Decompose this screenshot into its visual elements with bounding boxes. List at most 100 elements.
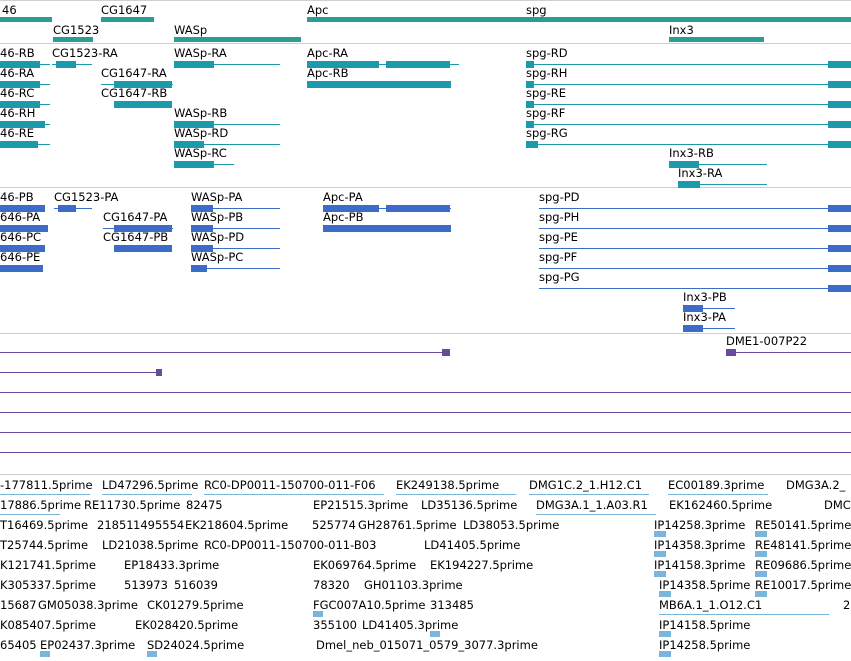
- transcript-label[interactable]: CG1647-RA: [101, 66, 167, 80]
- transcript-exon[interactable]: [174, 141, 204, 148]
- est-block[interactable]: [755, 531, 767, 537]
- est-label[interactable]: DMC: [824, 498, 851, 512]
- transcript-exon[interactable]: [174, 61, 214, 68]
- transcript-exon[interactable]: [174, 121, 214, 128]
- protein-exon[interactable]: [386, 205, 450, 212]
- protein-line[interactable]: [539, 288, 851, 289]
- est-label[interactable]: GH01103.3prime: [364, 578, 463, 592]
- transcript-exon[interactable]: [526, 101, 534, 108]
- transcript-label[interactable]: CG1523-RA: [52, 46, 118, 60]
- transcript-label[interactable]: Apc-RA: [307, 46, 349, 60]
- est-label[interactable]: SD24024.5prime: [147, 638, 245, 652]
- est-label[interactable]: IP14258.5prime: [659, 638, 751, 652]
- est-label[interactable]: 17886.5prime: [0, 498, 82, 512]
- protein-label[interactable]: 46-PB: [0, 190, 34, 204]
- gene-label[interactable]: Apc: [307, 3, 329, 17]
- est-block[interactable]: [654, 531, 666, 537]
- est-line[interactable]: [0, 494, 90, 495]
- est-label[interactable]: IP14258.3prime: [654, 518, 746, 532]
- est-label[interactable]: EK194227.5prime: [430, 558, 534, 572]
- gene-bar[interactable]: [669, 37, 764, 42]
- transcript-label[interactable]: spg-RG: [526, 126, 568, 140]
- est-label[interactable]: 525774: [312, 518, 356, 532]
- est-label[interactable]: 21851: [97, 518, 134, 532]
- est-label[interactable]: K085407.5prime: [0, 618, 96, 632]
- transcript-label[interactable]: 46-RH: [0, 106, 36, 120]
- protein-exon[interactable]: [683, 305, 703, 312]
- transcript-exon[interactable]: [669, 161, 699, 168]
- protein-label[interactable]: 646-PA: [0, 210, 41, 224]
- alignment-label[interactable]: DME1-007P22: [726, 334, 808, 348]
- alignment-line[interactable]: [0, 392, 851, 393]
- transcript-exon[interactable]: [828, 141, 851, 148]
- transcript-exon[interactable]: [307, 81, 451, 88]
- est-label[interactable]: 78320: [313, 578, 350, 592]
- protein-exon[interactable]: [828, 225, 851, 232]
- est-label[interactable]: IP14158.5prime: [659, 618, 751, 632]
- est-label[interactable]: RC0-DP0011-150700-011-B03: [204, 538, 377, 552]
- transcript-line[interactable]: [174, 64, 280, 65]
- protein-exon[interactable]: [828, 285, 851, 292]
- alignment-line[interactable]: [0, 352, 450, 353]
- est-label[interactable]: RE50141.5prime: [755, 518, 851, 532]
- est-label[interactable]: 355100: [313, 618, 357, 632]
- protein-exon[interactable]: [114, 245, 172, 252]
- est-label[interactable]: RE09686.5prime: [755, 558, 851, 572]
- protein-label[interactable]: WASp-PD: [191, 230, 245, 244]
- transcript-label[interactable]: 46-RA: [0, 66, 35, 80]
- protein-exon[interactable]: [828, 245, 851, 252]
- est-block[interactable]: [40, 651, 50, 657]
- protein-label[interactable]: Inx3-PB: [683, 290, 727, 304]
- transcript-exon[interactable]: [174, 161, 214, 168]
- transcript-line[interactable]: [307, 64, 459, 65]
- est-label[interactable]: T16469.5prime: [0, 518, 89, 532]
- est-label[interactable]: MB6A.1_1.O12.C1: [659, 598, 763, 612]
- transcript-line[interactable]: [526, 144, 851, 145]
- transcript-label[interactable]: spg-RE: [526, 86, 566, 100]
- transcript-exon[interactable]: [828, 81, 851, 88]
- transcript-label[interactable]: WASp-RB: [174, 106, 228, 120]
- alignment-line[interactable]: [0, 432, 851, 433]
- protein-label[interactable]: spg-PH: [539, 210, 580, 224]
- protein-line[interactable]: [191, 208, 280, 209]
- transcript-line[interactable]: [526, 64, 851, 65]
- gene-bar[interactable]: [101, 17, 154, 22]
- gene-label[interactable]: 46: [2, 3, 17, 17]
- est-block[interactable]: [755, 551, 767, 557]
- est-label[interactable]: RE10017.5prime: [755, 578, 851, 592]
- protein-exon[interactable]: [828, 265, 851, 272]
- transcript-exon[interactable]: [526, 61, 534, 68]
- est-block[interactable]: [755, 571, 767, 577]
- est-label[interactable]: 313485: [430, 598, 474, 612]
- transcript-exon[interactable]: [526, 141, 538, 148]
- est-block[interactable]: [654, 571, 666, 577]
- est-block[interactable]: [659, 651, 671, 657]
- est-label[interactable]: EP18433.3prime: [124, 558, 220, 572]
- protein-label[interactable]: spg-PG: [539, 270, 580, 284]
- transcript-exon[interactable]: [386, 61, 450, 68]
- protein-line[interactable]: [191, 248, 280, 249]
- protein-exon[interactable]: [0, 205, 45, 212]
- alignment-end[interactable]: [156, 369, 162, 376]
- protein-label[interactable]: CG1647-PA: [103, 210, 168, 224]
- alignment-line[interactable]: [726, 352, 851, 353]
- transcript-exon[interactable]: [0, 81, 40, 88]
- protein-exon[interactable]: [191, 245, 213, 252]
- protein-exon[interactable]: [191, 205, 213, 212]
- est-block[interactable]: [654, 551, 666, 557]
- transcript-label[interactable]: Apc-RB: [307, 66, 349, 80]
- est-label[interactable]: LD47296.5prime: [102, 478, 199, 492]
- protein-exon[interactable]: [191, 265, 207, 272]
- transcript-label[interactable]: Inx3-RA: [678, 166, 723, 180]
- gene-label[interactable]: CG1647: [101, 3, 148, 17]
- protein-label[interactable]: spg-PE: [539, 230, 578, 244]
- protein-line[interactable]: [539, 248, 851, 249]
- est-block[interactable]: [659, 591, 671, 597]
- est-line[interactable]: [529, 494, 649, 495]
- protein-label[interactable]: spg-PD: [539, 190, 580, 204]
- est-label[interactable]: IP14358.5prime: [659, 578, 751, 592]
- est-label[interactable]: -177811.5prime: [0, 478, 93, 492]
- transcript-line[interactable]: [174, 144, 280, 145]
- transcript-exon[interactable]: [828, 101, 851, 108]
- alignment-end[interactable]: [726, 349, 736, 356]
